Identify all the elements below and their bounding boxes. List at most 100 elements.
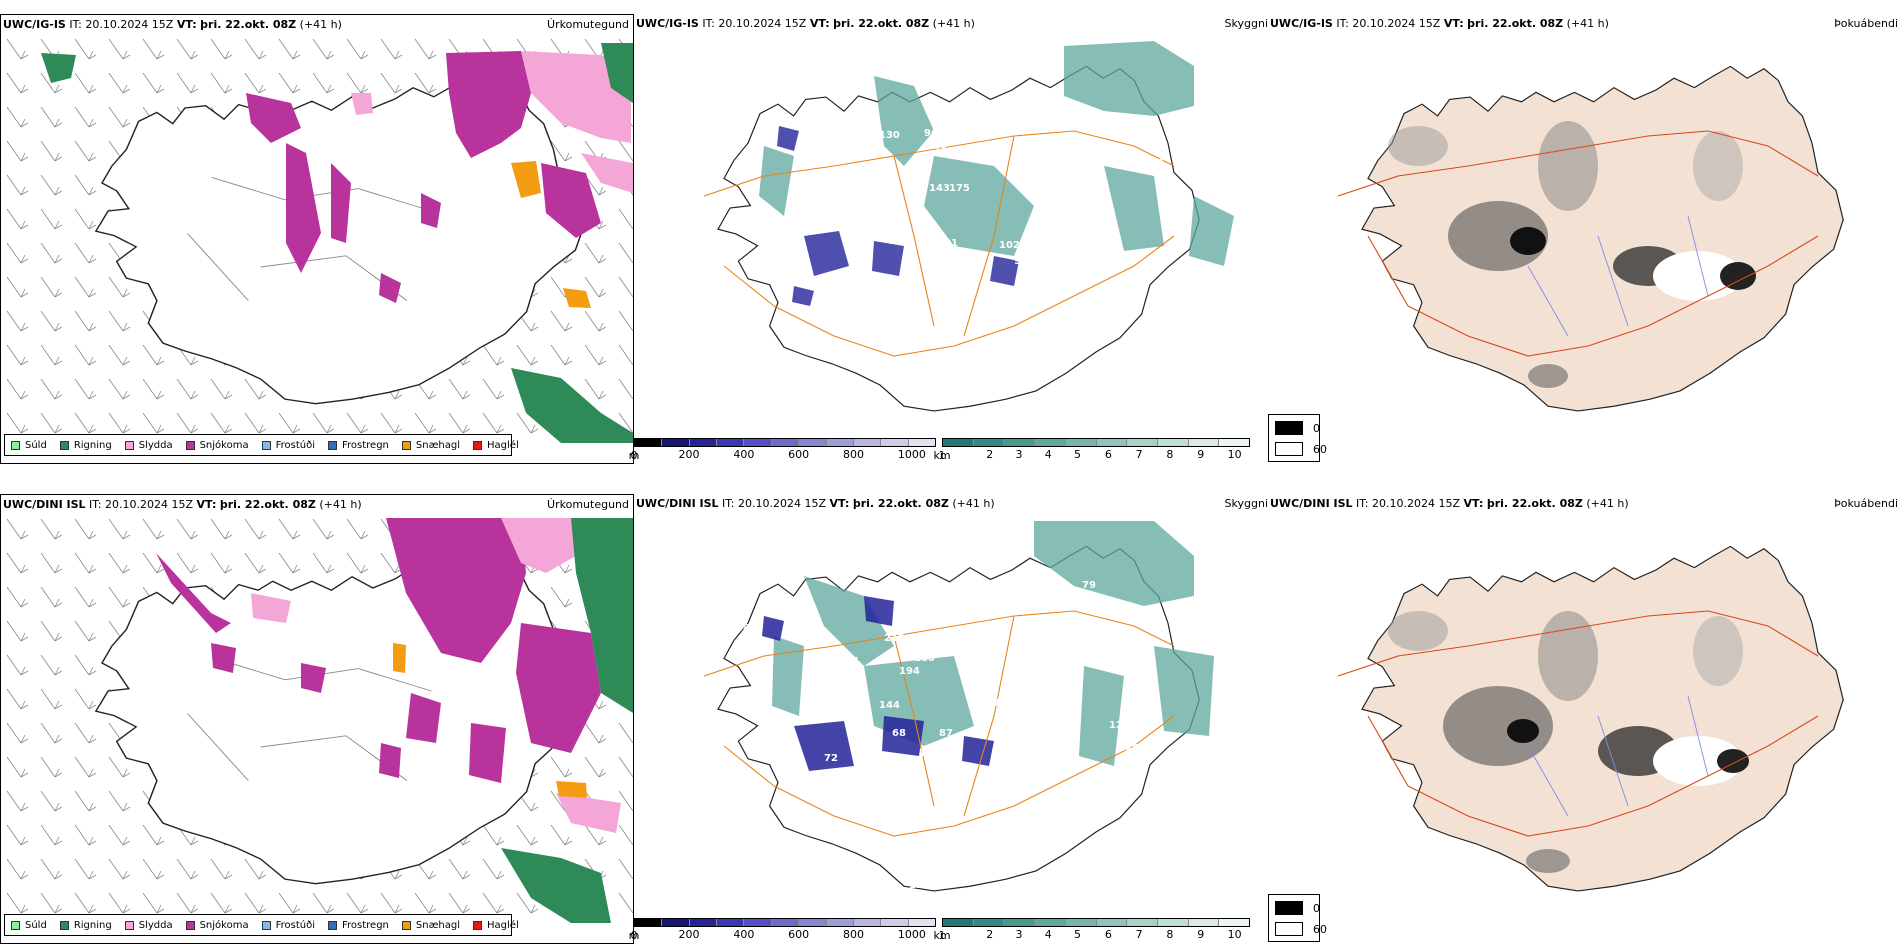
value-label: 68 [892,728,906,739]
value-label: 180 [1114,253,1135,264]
value-label: 102 [999,240,1020,251]
value-label: 72 [824,753,838,764]
cloud-map: 133 168 101 84 218 194 144 68 87 120 72 … [703,521,1214,892]
value-label: 87 [939,728,953,739]
value-label: 218 [884,633,905,644]
value-label: 99 [1014,256,1028,267]
value-label: 21 [909,396,923,407]
precip-map [1,513,633,923]
panel-title: UWC/DINI ISL IT: 20.10.2024 15Z VT: þri.… [636,497,995,510]
legend-item: Snjókoma [185,920,249,931]
legend-item: Rigning [59,920,112,931]
graupel-areas [511,161,591,308]
legend-item: Frostregn [328,920,389,931]
precip-legend: Súld Rigning Slydda Snjókoma Frostúði Fr… [4,914,519,936]
value-label: 674 [1096,622,1117,633]
fog-legend: 0 60 [1268,414,1327,462]
legend-item: Slydda [124,440,173,451]
cloud-base-colorbar: m 0 200 400 600 800 1000 [629,438,936,462]
value-label: 168 [729,623,750,634]
sleet-areas [351,51,633,193]
fog-map [1337,545,1844,892]
fog-roads [1337,130,1819,357]
value-label: 120 [919,748,940,759]
panel-title: UWC/DINI ISL IT: 20.10.2024 15Z VT: þri.… [3,498,362,511]
fog-rivers [1527,695,1709,817]
cloud-labels: 120 130 96 110 143 175 139 70 81 116 84 … [744,98,1165,407]
legend-item: Haglél [473,440,519,451]
graupel-areas [393,643,587,798]
fog-panel-row2: UWC/DINI ISL IT: 20.10.2024 15Z VT: þri.… [1268,494,1900,944]
value-label: 116 [924,260,945,271]
value-label: 101 [839,656,860,667]
value-label: 79 [1082,580,1096,591]
precip-panel-row2: UWC/DINI ISL IT: 20.10.2024 15Z VT: þri.… [0,494,634,944]
product-name: Skyggni [1224,17,1268,30]
legend-item: Snæhagl [401,440,460,451]
value-label: 129 [1054,188,1075,199]
precip-legend: Súld Rigning Slydda Snjókoma Frostúði Fr… [4,434,519,456]
value-label: 130 [879,130,900,141]
precip-map [1,33,633,443]
value-label: 143 [929,183,950,194]
legend-item: Frostúði [261,920,315,931]
value-label: 44 [1029,578,1043,589]
value-label: 141 [1144,158,1165,169]
legend-item: Slydda [124,920,173,931]
precip-panel-row1: UWC/IG-IS IT: 20.10.2024 15Z VT: þri. 22… [0,14,634,464]
value-label: 184 [1044,700,1065,711]
panel-title: UWC/IG-IS IT: 20.10.2024 15Z VT: þri. 22… [3,18,342,31]
value-label: 70 [889,236,903,247]
value-label: 887 [979,698,1000,709]
value-label: 84 [819,273,833,284]
value-label: 180 [914,653,935,664]
rain-areas [41,43,633,443]
value-label: 111 [1044,743,1065,754]
visibility-fill [759,41,1234,266]
product-name: Þokuábendi [1834,17,1898,30]
value-label: 96 [924,128,938,139]
value-label: 120 [744,98,765,109]
legend-item: Haglél [473,920,519,931]
value-label: 81 [944,238,958,249]
value-label: 20 [1029,594,1043,605]
visibility-colorbar: km 1 2 3 4 5 6 7 8 9 10 [933,918,1250,942]
fog-panel-row1: UWC/IG-IS IT: 20.10.2024 15Z VT: þri. 22… [1268,14,1900,464]
cloud-panel-row1: UWC/IG-IS IT: 20.10.2024 15Z VT: þri. 22… [629,14,1268,464]
value-label: 144 [879,700,900,711]
cloud-base-fill [777,126,1019,306]
roads [703,130,1175,357]
visibility-fill [772,521,1214,766]
fog-shading [1388,121,1756,388]
value-label: 250 [1089,143,1110,154]
fog-rivers [1527,215,1709,337]
value-label: 129 [1044,208,1065,219]
value-label: 194 [899,666,920,677]
value-label: 133 [734,588,755,599]
legend-item: Frostregn [328,440,389,451]
product-name: Úrkomutegund [547,498,629,511]
product-name: Úrkomutegund [547,18,629,31]
legend-item: Rigning [59,440,112,451]
value-label: 119 [934,388,955,399]
cloud-panel-row2: UWC/DINI ISL IT: 20.10.2024 15Z VT: þri.… [629,494,1268,944]
product-name: Þokuábendi [1834,497,1898,510]
rain-areas [501,518,633,923]
panel-title: UWC/DINI ISL IT: 20.10.2024 15Z VT: þri.… [1270,497,1629,510]
snow-areas [156,518,601,783]
value-label: 124 [909,880,930,891]
product-name: Skyggni [1224,497,1268,510]
fog-roads [1337,610,1819,837]
value-label: 139 [869,213,890,224]
cloud-labels: 133 168 101 84 218 194 144 68 87 120 72 … [729,578,1158,891]
legend-item: Súld [11,920,47,931]
value-label: 175 [949,183,970,194]
roads [703,610,1175,837]
legend-item: Frostúði [261,440,315,451]
value-label: 84 [939,628,953,639]
value-label: 165 [1064,206,1085,217]
panel-title: UWC/IG-IS IT: 20.10.2024 15Z VT: þri. 22… [636,17,975,30]
legend-item: Snæhagl [401,920,460,931]
cloud-base-colorbar: m 0 200 400 600 800 1000 [629,918,936,942]
visibility-colorbar: km 1 2 3 4 5 6 7 8 9 10 [933,438,1250,462]
